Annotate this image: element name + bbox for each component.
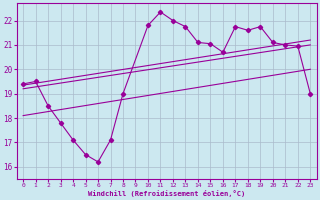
- X-axis label: Windchill (Refroidissement éolien,°C): Windchill (Refroidissement éolien,°C): [88, 190, 245, 197]
